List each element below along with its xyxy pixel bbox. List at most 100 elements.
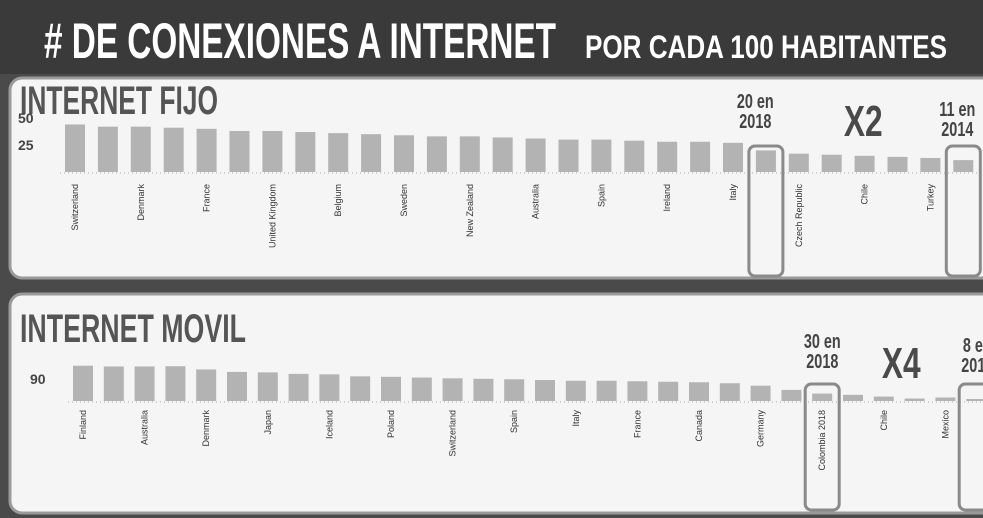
bar [657,141,678,172]
bar [262,130,283,172]
chart-title: INTERNET FIJO [20,79,218,123]
x-tick-label: Spain [596,184,606,207]
bar [750,385,771,401]
x-tick-label: Germany [756,410,766,448]
bar [394,135,414,172]
bar [558,139,579,172]
highlight-box [803,382,841,512]
bar [163,127,184,172]
bar [361,134,382,172]
bar [73,365,93,401]
bar [442,378,463,401]
bar [873,396,894,401]
highlight-box [957,382,983,512]
x-tick-label: France [632,410,642,438]
x-tick-label: New Zealand [465,184,475,237]
bar [459,136,480,172]
bar [196,369,217,401]
title-band [0,0,983,74]
bar [887,156,908,172]
bar [719,383,740,401]
x-tick-label: Canada [694,410,704,442]
title: # DE CONEXIONES A INTERNET [44,13,556,69]
x-tick-label: Finland [78,410,88,440]
bar [723,142,743,172]
y-tick-label: 90 [30,371,46,387]
bar [504,379,525,401]
x-tick-label: Mexico [940,410,950,439]
bar [854,155,875,172]
subtitle: POR CADA 100 HABITANTES [585,29,947,65]
bar [381,376,401,401]
annotation: 30 en 2018 [803,331,841,373]
bar [535,380,555,401]
highlight-box [944,144,982,278]
bar [821,154,842,172]
bar [658,381,679,401]
bar [788,153,809,172]
x-tick-label: Australia [140,410,150,445]
bar [755,150,776,172]
y-tick-label: 25 [18,137,34,153]
x-tick-label: Italy [728,184,738,201]
x-tick-label: France [202,184,212,212]
x-tick-label: Ireland [662,184,672,212]
x-tick-label: Belgium [333,184,343,217]
x-tick-label: Poland [386,410,396,438]
bar [627,381,648,401]
x-tick-label: Denmark [136,184,146,221]
y-tick-label: 50 [18,110,34,126]
bar [229,130,250,172]
annotation: 20 en 2018 [736,91,774,133]
annotation: 11 en 2014 [939,99,976,141]
bar [492,137,513,172]
x-tick-label: Italy [571,410,581,427]
panel [8,292,983,515]
bar [565,380,586,401]
bar [350,376,371,401]
x-tick-label: Australia [531,184,541,219]
bar [473,378,494,401]
x-tick-label: Colombia 2018 [817,410,827,471]
bar [165,366,186,401]
x-tick-label: Switzerland [70,184,80,231]
bar [288,373,309,401]
x-tick-label: Switzerland [448,410,458,457]
highlight-box [747,144,785,278]
bar [596,380,617,401]
bar [525,138,546,172]
bar [953,160,974,172]
bar [257,372,278,401]
bar [65,124,85,172]
bar [920,157,941,172]
panel [8,76,983,280]
x-tick-label: United Kingdom [267,184,277,248]
bar [843,394,863,401]
x-tick-label: Turkey [925,184,935,212]
x-tick-label: Iceland [324,410,334,439]
chart-title: INTERNET MOVIL [20,307,246,351]
bar [97,126,118,172]
bar [103,366,124,401]
bar [328,133,349,172]
bar [591,139,612,172]
bar [624,140,645,172]
x-tick-label: Spain [509,410,519,433]
bar [812,393,833,401]
x-tick-label: Chile [879,410,889,431]
annotation: X4 [881,339,921,388]
bar [134,366,155,401]
bar [904,398,925,401]
bar [319,374,340,401]
x-tick-label: Czech Republic [794,184,804,248]
bar [781,389,802,401]
bar [411,377,432,401]
x-tick-label: Denmark [201,410,211,447]
bar [227,371,247,401]
bar [130,126,151,172]
bar [295,132,316,172]
bar [935,397,956,401]
bar [966,399,983,401]
